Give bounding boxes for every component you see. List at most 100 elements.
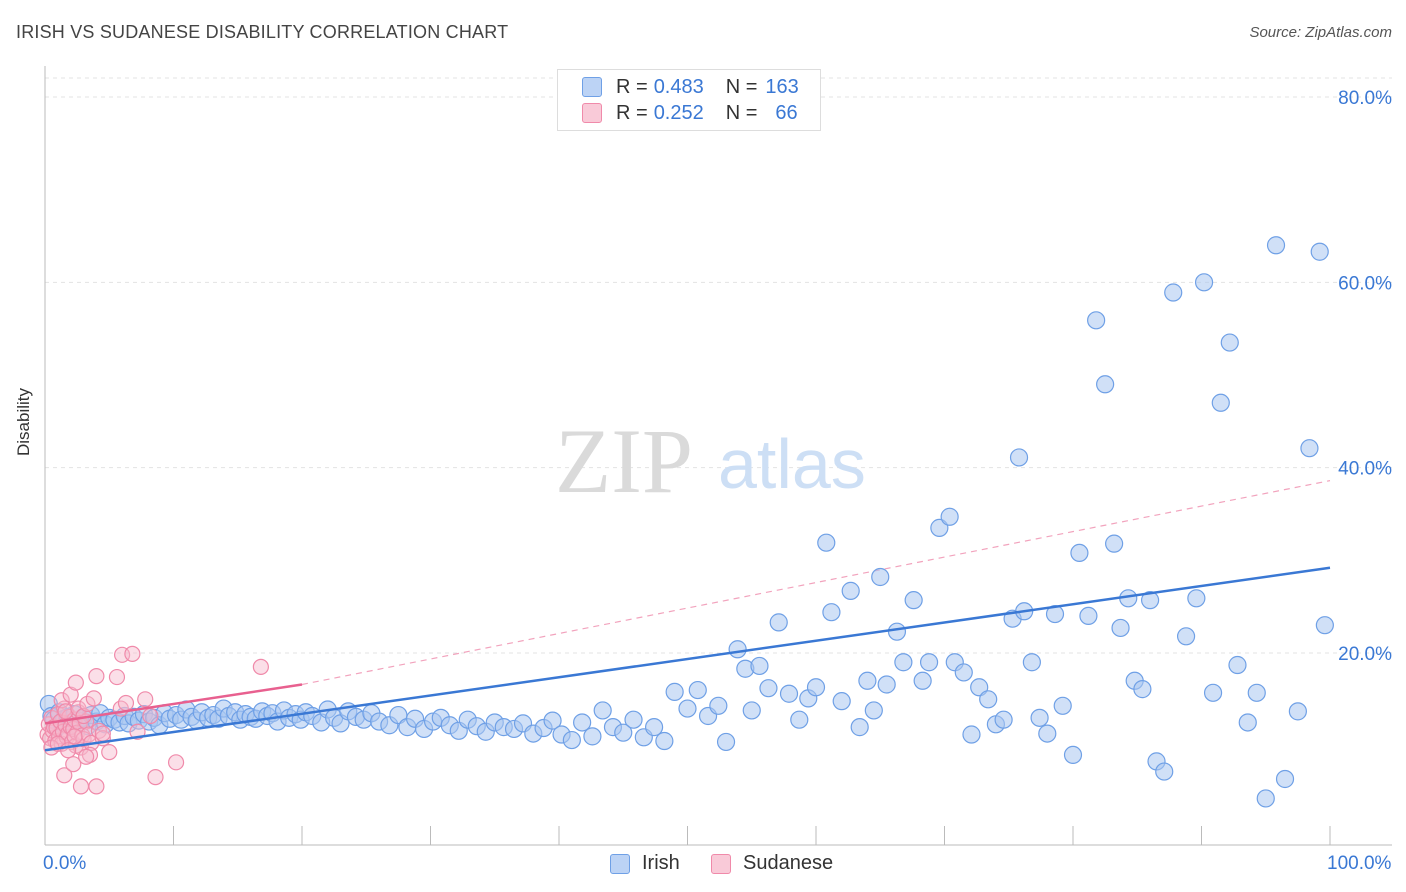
sudanese-point [142, 707, 159, 725]
irish-point [887, 622, 907, 641]
irish-point [806, 678, 826, 697]
irish-point [1038, 724, 1057, 743]
sudanese-point [85, 690, 102, 707]
irish-point [583, 727, 602, 746]
irish-point [1220, 333, 1239, 352]
irish-point [1194, 273, 1214, 292]
irish-point [709, 696, 728, 715]
irish-point [614, 723, 633, 742]
legend-row-sudanese: R = 0.252 N = 66 [582, 101, 798, 125]
irish-point [688, 680, 707, 700]
irish-point [1105, 534, 1124, 553]
sudanese-point [65, 756, 82, 773]
sudanese-point [88, 778, 105, 795]
sudanese-point [56, 767, 73, 784]
sudanese-r-label: R = [616, 101, 648, 124]
sudanese-point [94, 725, 111, 742]
sudanese-point [66, 728, 83, 745]
y-tick-label-40: 40.0% [1338, 459, 1392, 480]
irish-point [1211, 393, 1230, 412]
irish-point [624, 710, 643, 729]
irish-point [1275, 769, 1295, 789]
irish-point [894, 653, 913, 672]
sudanese-r-value: 0.252 [653, 101, 704, 124]
x-tick-label-min: 0.0% [43, 853, 87, 874]
grid-lines [45, 77, 1392, 654]
irish-point [913, 671, 932, 690]
irish-point [850, 718, 869, 737]
irish-legend-swatch [610, 853, 630, 874]
irish-point [1155, 762, 1174, 781]
y-tick-label-80: 80.0% [1338, 88, 1392, 109]
y-tick-label-60: 60.0% [1338, 273, 1392, 294]
sudanese-trend-dashed [301, 480, 1331, 686]
irish-point [716, 732, 736, 752]
sudanese-swatch [582, 103, 602, 123]
irish-point [1140, 591, 1160, 610]
irish-point [1266, 236, 1286, 255]
irish-trend-line [44, 566, 1331, 752]
sudanese-legend-swatch [711, 853, 731, 874]
irish-point [769, 613, 788, 632]
sudanese-point [62, 686, 79, 703]
sudanese-point [117, 694, 135, 712]
irish-point [1315, 616, 1334, 635]
irish-point [954, 663, 973, 682]
sudanese-point [147, 769, 164, 786]
y-tick-label-20: 20.0% [1338, 644, 1392, 665]
irish-point [1228, 655, 1247, 675]
irish-point [1238, 713, 1257, 732]
sudanese-point [108, 668, 126, 686]
bottom-legend-irish[interactable]: Irish [610, 852, 680, 875]
sudanese-point [101, 744, 118, 761]
irish-point [817, 533, 836, 552]
irish-point [962, 725, 981, 744]
irish-point [1070, 543, 1089, 562]
irish-point [858, 671, 877, 690]
sudanese-point [57, 703, 74, 720]
irish-point [1256, 789, 1275, 808]
irish-point [871, 567, 890, 587]
sudanese-point [88, 668, 105, 685]
trend-lines [44, 566, 1331, 752]
sudanese-trend-line [44, 683, 303, 725]
bottom-legend-sudanese[interactable]: Sudanese [711, 852, 833, 875]
sudanese-point [137, 691, 154, 708]
irish-point [655, 731, 674, 751]
irish-point [822, 603, 841, 622]
irish-point [1022, 653, 1041, 672]
sudanese-point [79, 695, 96, 713]
irish-point [930, 518, 949, 537]
irish-point [593, 701, 612, 720]
irish-point [919, 653, 939, 672]
watermark: ZIP atlas [555, 410, 866, 512]
irish-point [940, 507, 959, 526]
irish-point [1096, 375, 1115, 394]
stats-legend: R = 0.483 N = 163 R = 0.252 N = 66 [557, 69, 821, 131]
irish-point [1009, 448, 1029, 467]
irish-point [573, 713, 592, 732]
sudanese-trend-extension [301, 480, 1331, 686]
irish-n-label: N = [725, 75, 758, 98]
irish-point [665, 682, 684, 701]
chart-title: IRISH VS SUDANESE DISABILITY CORRELATION… [16, 22, 509, 42]
irish-point [1053, 696, 1072, 715]
irish-point [1203, 683, 1223, 702]
irish-point [1133, 680, 1152, 699]
sudanese-legend-label: Sudanese [743, 852, 834, 874]
irish-point [742, 701, 761, 720]
sudanese-point [78, 748, 95, 765]
irish-points [39, 236, 1334, 808]
irish-point [1288, 702, 1307, 721]
irish-point [678, 699, 697, 718]
irish-n-value: 163 [765, 75, 799, 98]
irish-r-value: 0.483 [653, 75, 704, 98]
irish-point [790, 710, 809, 729]
source-label: Source: ZipAtlas.com [1249, 24, 1392, 41]
irish-point [1164, 283, 1183, 302]
irish-legend-label: Irish [642, 852, 680, 874]
irish-point [779, 684, 799, 703]
irish-point [994, 710, 1013, 729]
irish-point [759, 679, 778, 698]
